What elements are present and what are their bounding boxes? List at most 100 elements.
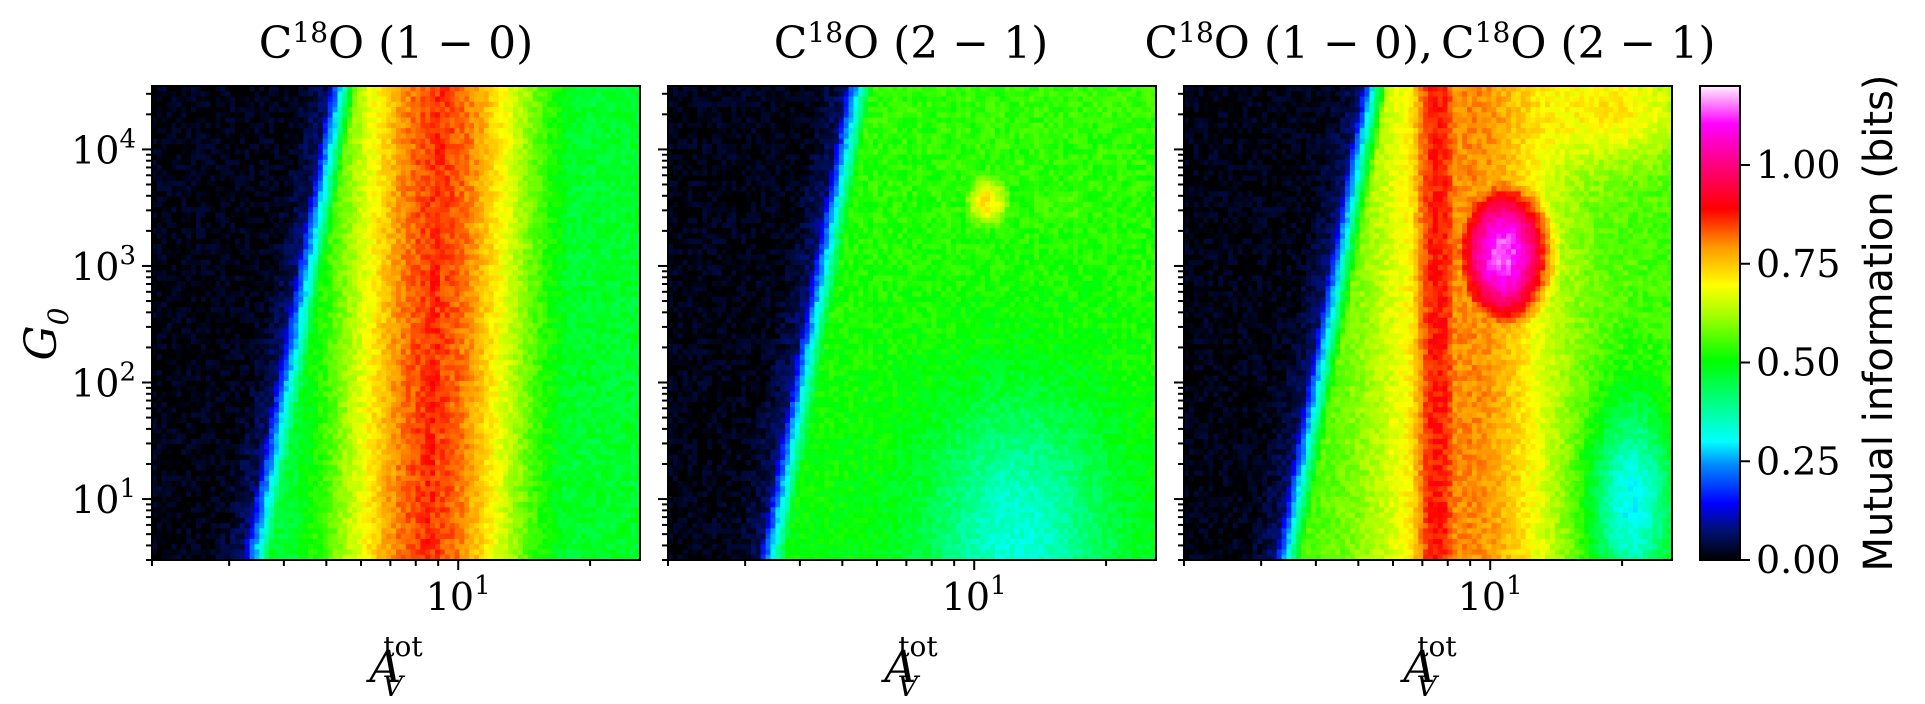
heatmap-cell xyxy=(542,281,547,287)
heatmap-cell xyxy=(372,223,377,229)
heatmap-cell xyxy=(215,165,220,171)
heatmap-cell xyxy=(630,181,635,187)
heatmap-cell xyxy=(357,265,362,271)
heatmap-cell xyxy=(581,286,586,292)
heatmap-cell xyxy=(464,244,469,250)
heatmap-cell xyxy=(513,270,518,276)
heatmap-cell xyxy=(416,165,421,171)
heatmap-cell xyxy=(528,244,533,250)
heatmap-cell xyxy=(381,102,386,108)
heatmap-cell xyxy=(245,160,250,166)
heatmap-cell xyxy=(323,270,328,276)
heatmap-cell xyxy=(489,91,494,97)
heatmap-cell xyxy=(552,244,557,250)
heatmap-cell xyxy=(230,176,235,182)
heatmap-cell xyxy=(528,286,533,292)
heatmap-cell xyxy=(445,270,450,276)
heatmap-cell xyxy=(630,239,635,245)
heatmap-cell xyxy=(318,265,323,271)
heatmap-cell xyxy=(557,107,562,113)
heatmap-cell xyxy=(567,265,572,271)
heatmap-cell xyxy=(401,186,406,192)
heatmap-cell xyxy=(406,197,411,203)
heatmap-cell xyxy=(513,249,518,255)
heatmap-cell xyxy=(611,176,616,182)
heatmap-cell xyxy=(620,249,625,255)
heatmap-cell xyxy=(318,291,323,297)
heatmap-cell xyxy=(401,244,406,250)
heatmap-cell xyxy=(484,202,489,208)
heatmap-cell xyxy=(235,239,240,245)
heatmap-cell xyxy=(474,181,479,187)
heatmap-cell xyxy=(562,128,567,134)
heatmap-cell xyxy=(313,102,318,108)
heatmap-cell xyxy=(425,128,430,134)
heatmap-cell xyxy=(381,191,386,197)
heatmap-cell xyxy=(479,160,484,166)
heatmap-cell xyxy=(542,165,547,171)
heatmap-cell xyxy=(445,176,450,182)
heatmap-cell xyxy=(513,276,518,282)
heatmap-cell xyxy=(211,218,216,224)
heatmap-cell xyxy=(581,165,586,171)
heatmap-cell xyxy=(372,207,377,213)
heatmap-cell xyxy=(581,249,586,255)
heatmap-cell xyxy=(235,265,240,271)
heatmap-cell xyxy=(474,212,479,218)
heatmap-cell xyxy=(616,197,621,203)
heatmap-cell xyxy=(425,233,430,239)
heatmap-cell xyxy=(611,181,616,187)
heatmap-cell xyxy=(547,239,552,245)
heatmap-cell xyxy=(435,228,440,234)
heatmap-cell xyxy=(430,165,435,171)
heatmap-cell xyxy=(474,102,479,108)
heatmap-cell xyxy=(567,181,572,187)
heatmap-cell xyxy=(230,244,235,250)
heatmap-cell xyxy=(498,239,503,245)
heatmap-cell xyxy=(235,281,240,287)
heatmap-cell xyxy=(416,202,421,208)
heatmap-cell xyxy=(157,197,162,203)
heatmap-cell xyxy=(162,133,167,139)
heatmap-cell xyxy=(567,91,572,97)
heatmap-cell xyxy=(572,276,577,282)
heatmap-cell xyxy=(333,170,338,176)
heatmap-cell xyxy=(450,207,455,213)
heatmap-cell xyxy=(606,270,611,276)
heatmap-cell xyxy=(186,191,191,197)
heatmap-cell xyxy=(445,233,450,239)
heatmap-cell xyxy=(464,281,469,287)
heatmap-cell xyxy=(391,91,396,97)
heatmap-cell xyxy=(196,270,201,276)
heatmap-cell xyxy=(245,207,250,213)
heatmap-cell xyxy=(250,149,255,155)
heatmap-cell xyxy=(508,149,513,155)
heatmap-cell xyxy=(172,181,177,187)
heatmap-cell xyxy=(489,97,494,103)
heatmap-cell xyxy=(401,281,406,287)
heatmap-cell xyxy=(357,223,362,229)
heatmap-cell xyxy=(420,265,425,271)
heatmap-cell xyxy=(372,186,377,192)
heatmap-cell xyxy=(538,91,543,97)
heatmap-cell xyxy=(425,239,430,245)
heatmap-cell xyxy=(196,149,201,155)
heatmap-cell xyxy=(289,165,294,171)
heatmap-cell xyxy=(367,255,372,261)
heatmap-cell xyxy=(567,97,572,103)
heatmap-cell xyxy=(284,149,289,155)
heatmap-cell xyxy=(567,102,572,108)
heatmap-cell xyxy=(416,128,421,134)
heatmap-cell xyxy=(181,144,186,150)
heatmap-cell xyxy=(337,223,342,229)
heatmap-cell xyxy=(245,244,250,250)
heatmap-cell xyxy=(250,128,255,134)
heatmap-cell xyxy=(254,270,259,276)
heatmap-cell xyxy=(513,176,518,182)
heatmap-cell xyxy=(376,297,381,303)
heatmap-cell xyxy=(235,128,240,134)
heatmap-cell xyxy=(196,128,201,134)
heatmap-cell xyxy=(459,133,464,139)
heatmap-cell xyxy=(303,286,308,292)
heatmap-cell xyxy=(284,218,289,224)
